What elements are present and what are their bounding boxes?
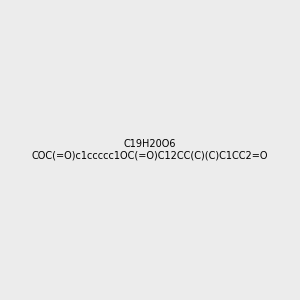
- Text: C19H20O6
COC(=O)c1ccccc1OC(=O)C12CC(C)(C)C1CC2=O: C19H20O6 COC(=O)c1ccccc1OC(=O)C12CC(C)(C…: [32, 139, 268, 161]
